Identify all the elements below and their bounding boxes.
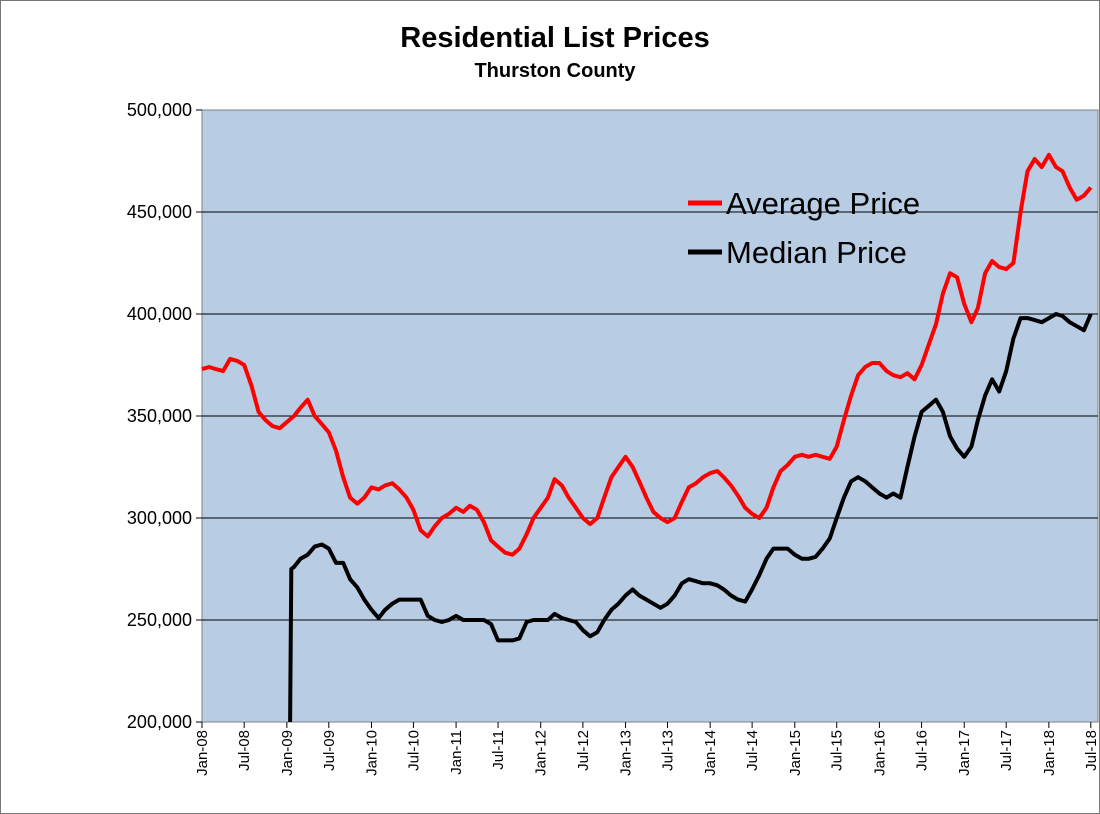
series-line-median-price xyxy=(288,312,1093,723)
x-tick-label: Jul-13 xyxy=(660,730,677,771)
x-tick-label: Jan-18 xyxy=(1041,730,1058,776)
gridlines xyxy=(196,109,1098,728)
series-line-average-price xyxy=(201,152,1093,557)
x-tick-label: Jul-11 xyxy=(490,730,507,770)
x-tick-label: Jan-10 xyxy=(363,730,380,776)
x-tick-label: Jan-15 xyxy=(787,730,804,776)
x-tick-label: Jul-16 xyxy=(914,730,931,771)
legend-label-median-price: Median Price xyxy=(726,235,907,270)
series-layer xyxy=(201,152,1093,723)
x-tick-label: Jul-10 xyxy=(405,730,422,771)
x-tick-label: Jan-12 xyxy=(533,730,550,776)
y-tick-label: 450,000 xyxy=(127,202,192,222)
x-tick-label: Jan-13 xyxy=(618,730,635,776)
x-tick-label: Jul-18 xyxy=(1083,730,1100,771)
x-tick-label: Jan-16 xyxy=(871,730,888,776)
x-tick-label: Jan-09 xyxy=(279,730,296,776)
legend-label-average-price: Average Price xyxy=(726,186,920,221)
x-tick-label: Jul-17 xyxy=(998,730,1015,771)
legend: Average Price Median Price xyxy=(688,186,920,270)
x-tick-label: Jul-12 xyxy=(575,730,592,771)
x-tick-label: Jul-14 xyxy=(744,730,761,771)
y-tick-label: 250,000 xyxy=(127,610,192,630)
x-tick-label: Jan-11 xyxy=(448,730,465,775)
y-tick-label: 200,000 xyxy=(127,712,192,732)
y-tick-label: 400,000 xyxy=(127,304,192,324)
x-tick-label: Jul-15 xyxy=(829,730,846,771)
x-tick-label: Jan-17 xyxy=(956,730,973,776)
y-tick-label: 500,000 xyxy=(127,100,192,120)
chart-subtitle: Thurston County xyxy=(474,60,636,82)
chart-title: Residential List Prices xyxy=(400,22,710,54)
x-tick-label: Jan-08 xyxy=(194,730,211,776)
y-tick-label: 300,000 xyxy=(127,508,192,528)
x-tick-label: Jul-09 xyxy=(321,730,338,771)
x-tick-label: Jan-14 xyxy=(702,730,719,776)
x-tick-label: Jul-08 xyxy=(236,730,253,771)
x-axis-labels: Jan-08 Jul-08 Jan-09 Jul-09 Jan-10 Jul-10 Jan-… xyxy=(194,730,1100,776)
y-axis-labels: 200,000 250,000 300,000 350,000 400,000 450,0… xyxy=(127,100,192,732)
y-tick-label: 350,000 xyxy=(127,406,192,426)
